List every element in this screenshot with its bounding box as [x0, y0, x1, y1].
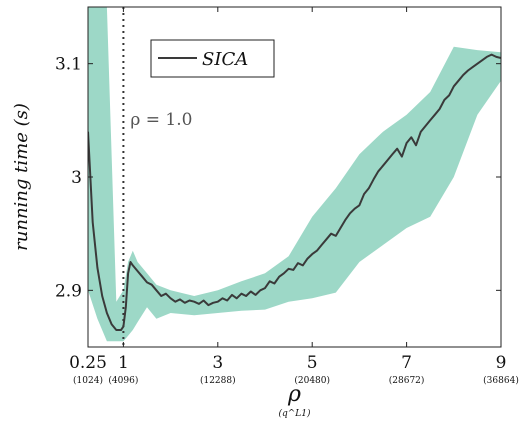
confidence-band [88, 7, 501, 342]
x-tick-label: 9 [496, 353, 507, 373]
plot-area [88, 7, 501, 347]
x-tick-label: 7 [401, 353, 412, 373]
legend-label-sica: SICA [202, 49, 248, 70]
y-axis-label: running time (s) [11, 103, 32, 251]
legend: SICA [150, 39, 275, 78]
y-tick-label: 3 [71, 168, 82, 188]
x-tick-label: 0.25 [69, 353, 107, 373]
x-tick-label: 1 [118, 353, 129, 373]
x-tick-label: 5 [307, 353, 318, 373]
series-line-sica [88, 53, 501, 331]
annotation-label: ρ = 1.0 [130, 110, 192, 130]
x-tick-sublabel: (1024) [73, 375, 103, 386]
x-tick-sublabel: (36864) [483, 375, 519, 386]
x-tick-label: 3 [212, 353, 223, 373]
x-tick-sublabel: (20480) [294, 375, 330, 386]
y-tick-label: 2.9 [55, 281, 82, 301]
x-tick-sublabel: (12288) [200, 375, 236, 386]
ticks: 0.25 (1024) 1 (4096) 3 (12288) 5 (20480) 7 (28672… [55, 7, 519, 386]
x-tick-sublabel: (28672) [389, 375, 425, 386]
x-axis-label: ρ [287, 382, 301, 407]
x-tick-sublabel: (4096) [108, 375, 138, 386]
y-tick-label: 3.1 [55, 55, 82, 75]
x-axis-sublabel: (q^L1) [278, 408, 311, 419]
